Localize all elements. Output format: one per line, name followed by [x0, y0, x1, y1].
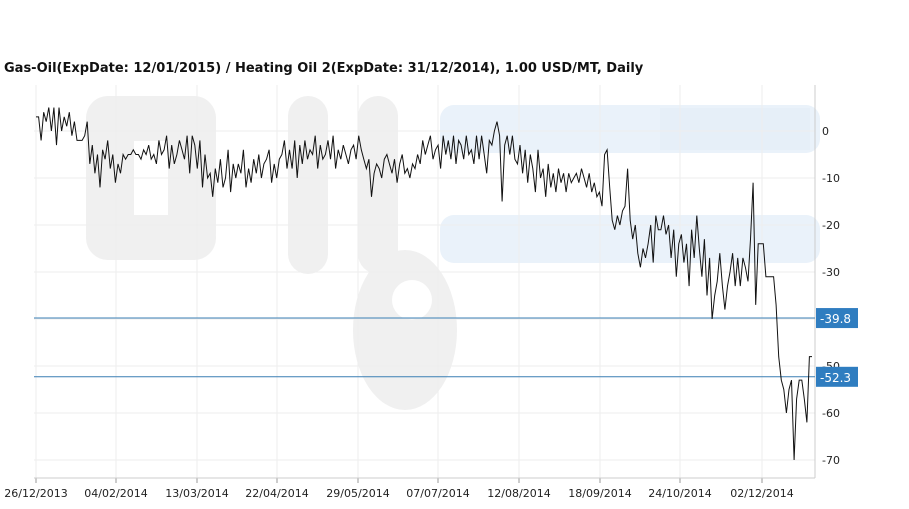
reference-badges: -39.8 -52.3: [816, 308, 858, 387]
x-tick-label: 22/04/2014: [245, 487, 308, 500]
chart-title: Gas-Oil(ExpDate: 12/01/2015) / Heating O…: [4, 61, 644, 76]
watermark-shape: [86, 96, 216, 141]
chart-grid: [34, 85, 815, 478]
watermark-shape: [86, 215, 216, 260]
reference-badge: [816, 308, 858, 329]
y-tick-label: -10: [822, 172, 840, 185]
watermark-bars: [660, 108, 810, 150]
watermark-shape: [358, 96, 398, 274]
watermark-drop-hole: [392, 280, 432, 320]
watermark-band: [440, 215, 820, 263]
watermark-drop: [353, 250, 457, 410]
x-tick-label: 13/03/2014: [165, 487, 228, 500]
x-tick-label: 18/09/2014: [568, 487, 631, 500]
x-tick-label: 12/08/2014: [487, 487, 550, 500]
oilstat-watermark: [86, 96, 820, 410]
watermark-shape: [288, 96, 328, 274]
series-group: [36, 107, 812, 461]
reference-lines: [34, 317, 815, 378]
y-tick-label: -70: [822, 454, 840, 467]
y-tick-label: -20: [822, 219, 840, 232]
x-tick-label: 29/05/2014: [326, 487, 389, 500]
series-line: [36, 107, 812, 461]
x-tick-label: 26/12/2013: [4, 487, 67, 500]
x-tick-label: 24/10/2014: [648, 487, 711, 500]
x-tick-label: 04/02/2014: [84, 487, 147, 500]
reference-label: -52.3: [820, 371, 851, 385]
y-tick-label: 0: [822, 125, 829, 138]
reference-label: -39.8: [820, 312, 851, 326]
y-tick-label: -30: [822, 266, 840, 279]
x-tick-label: 07/07/2014: [406, 487, 469, 500]
x-tick-label: 02/12/2014: [730, 487, 793, 500]
y-tick-label: -60: [822, 407, 840, 420]
reference-badge: [816, 366, 858, 387]
